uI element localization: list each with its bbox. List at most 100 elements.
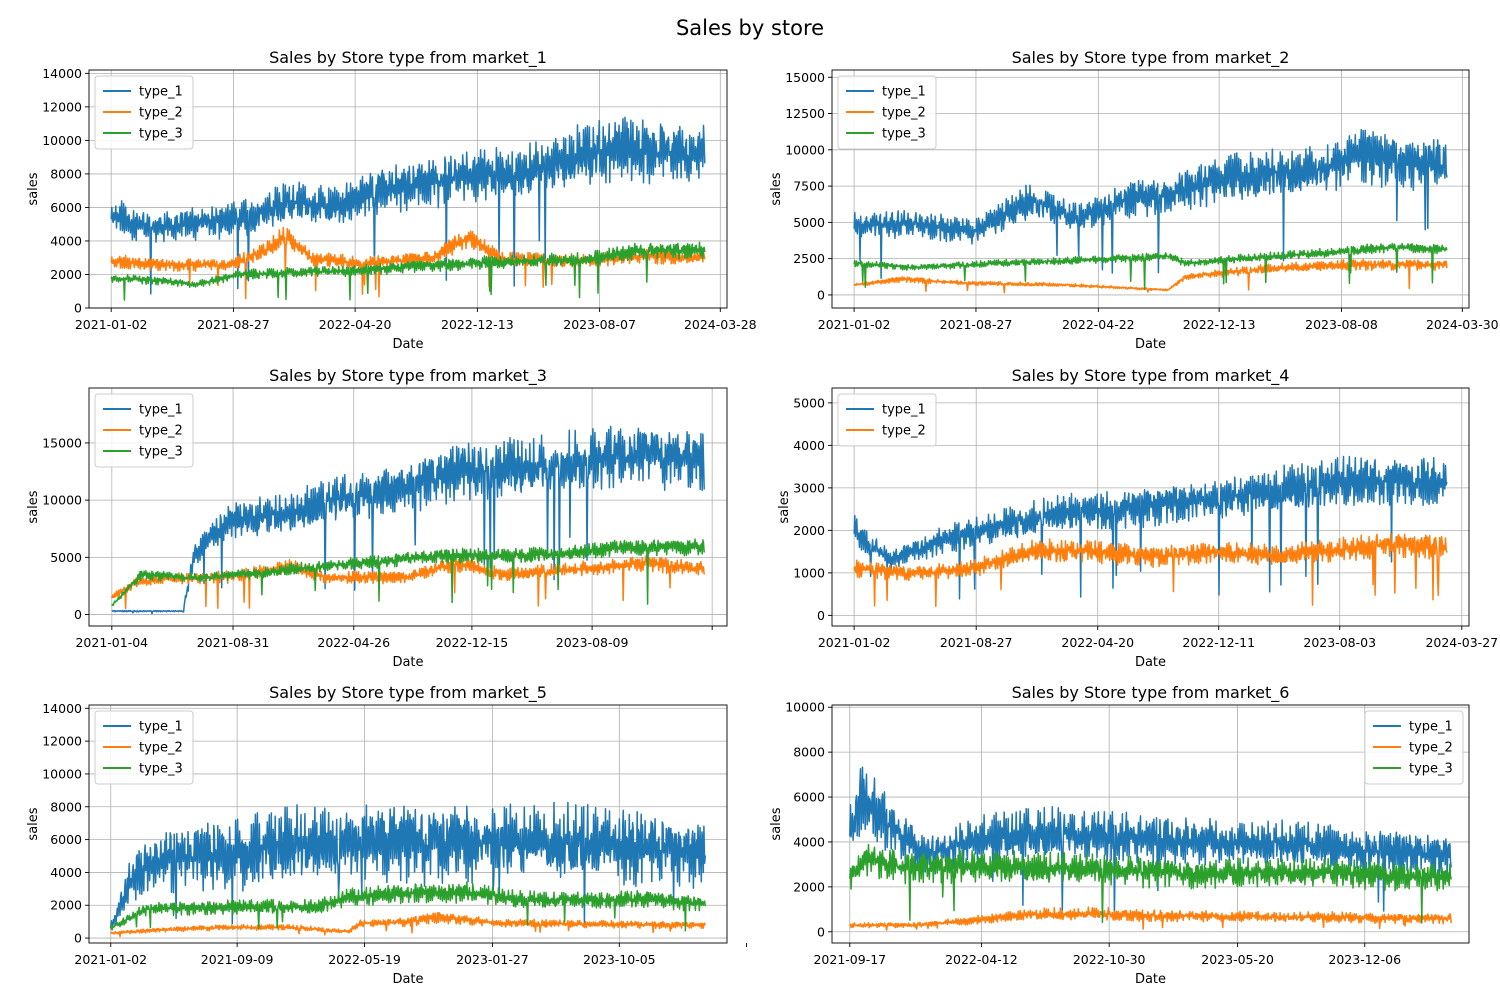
x-axis-label: Date bbox=[1135, 972, 1166, 987]
axes-frame bbox=[831, 704, 1470, 944]
x-tick-label: 2021-08-27 bbox=[940, 317, 1013, 332]
x-tick-label: 2023-08-07 bbox=[563, 317, 636, 332]
chart-6: Sales by Store type from market_6 2021-09… bbox=[769, 683, 1470, 987]
x-tick-label: 2021-08-27 bbox=[197, 317, 270, 332]
x-axis-label: Date bbox=[392, 972, 423, 987]
y-tick-label: 6000 bbox=[50, 832, 82, 847]
legend-label-type_1: type_1 bbox=[139, 85, 183, 100]
x-axis-label: Date bbox=[1135, 655, 1166, 670]
legend-label-type_1: type_1 bbox=[882, 85, 926, 100]
y-axis-label: sales bbox=[26, 490, 41, 523]
legend-label-type_2: type_2 bbox=[139, 424, 183, 439]
legend-label-type_1: type_1 bbox=[139, 403, 183, 418]
y-tick-label: 5000 bbox=[793, 215, 825, 230]
chart-4: Sales by Store type from market_4 2021-01… bbox=[777, 366, 1498, 670]
legend: type_1 type_2 type_3 bbox=[94, 75, 194, 150]
series-line-type_2 bbox=[110, 226, 706, 300]
axes-frame bbox=[88, 704, 728, 944]
y-tick-label: 10000 bbox=[42, 493, 82, 508]
legend-box bbox=[94, 75, 194, 150]
chart-title: Sales by Store type from market_6 bbox=[1012, 683, 1290, 703]
series-line-type_1 bbox=[109, 801, 707, 931]
y-tick-label: 5000 bbox=[50, 550, 82, 565]
x-axis-label: Date bbox=[392, 655, 423, 670]
x-tick-label: 2021-01-02 bbox=[75, 317, 148, 332]
y-tick-label: 0 bbox=[817, 924, 825, 939]
legend-label-type_2: type_2 bbox=[882, 106, 926, 121]
series-line-type_1 bbox=[110, 116, 706, 295]
x-tick-label: 2024-03-27 bbox=[1425, 635, 1498, 650]
legend-label-type_3: type_3 bbox=[1409, 762, 1453, 777]
series-line-type_3 bbox=[110, 241, 706, 301]
x-tick-label: 2023-10-05 bbox=[583, 952, 656, 967]
series-line-type_1 bbox=[853, 455, 1448, 600]
x-tick-label: 2021-01-04 bbox=[75, 635, 148, 650]
chart-2: Sales by Store type from market_2 2021-01… bbox=[769, 48, 1499, 352]
axes-frame bbox=[88, 69, 728, 309]
legend-box bbox=[1364, 710, 1464, 785]
x-tick-label: 2021-01-02 bbox=[818, 635, 891, 650]
x-tick-label: 2023-08-09 bbox=[556, 635, 629, 650]
axes-frame bbox=[831, 387, 1470, 627]
x-axis-label: Date bbox=[392, 337, 423, 352]
series-line-type_2 bbox=[111, 554, 705, 610]
y-tick-label: 0 bbox=[74, 607, 82, 622]
legend: type_1 type_2 type_3 bbox=[837, 75, 937, 150]
y-tick-label: 10000 bbox=[42, 133, 82, 148]
series-line-type_3 bbox=[849, 843, 1452, 924]
grid-lines bbox=[832, 70, 1469, 308]
x-tick-label: 2023-08-08 bbox=[1305, 317, 1378, 332]
x-tick-label: 2024-03-30 bbox=[1426, 317, 1499, 332]
x-tick-label: 2022-04-20 bbox=[319, 317, 392, 332]
legend: type_1 type_2 type_3 bbox=[94, 710, 194, 785]
y-tick-label: 1000 bbox=[793, 565, 825, 580]
chart-3: Sales by Store type from market_3 2021-01… bbox=[26, 366, 728, 670]
x-tick-label: 2021-01-02 bbox=[74, 952, 147, 967]
y-tick-label: 0 bbox=[74, 931, 82, 946]
y-tick-label: 12000 bbox=[42, 99, 82, 114]
y-tick-label: 14000 bbox=[42, 66, 82, 81]
x-tick-label: 2022-12-13 bbox=[441, 317, 514, 332]
y-tick-label: 12500 bbox=[785, 106, 825, 121]
y-tick-label: 6000 bbox=[793, 790, 825, 805]
x-tick-label: 2021-09-09 bbox=[201, 952, 274, 967]
x-tick-label: 2023-08-03 bbox=[1303, 635, 1376, 650]
series-group bbox=[849, 766, 1452, 932]
x-tick-label: 2022-12-11 bbox=[1182, 635, 1255, 650]
series-line-type_2 bbox=[853, 533, 1448, 608]
legend-label-type_2: type_2 bbox=[882, 424, 926, 439]
legend-label-type_1: type_1 bbox=[1409, 720, 1453, 735]
y-tick-label: 2500 bbox=[793, 251, 825, 266]
legend-label-type_3: type_3 bbox=[882, 127, 926, 142]
chart-title: Sales by Store type from market_5 bbox=[269, 683, 547, 703]
x-tick-label: 2022-10-30 bbox=[1073, 952, 1146, 967]
legend-label-type_3: type_3 bbox=[139, 445, 183, 460]
series-group bbox=[111, 425, 705, 615]
x-tick-label: 2022-04-20 bbox=[1061, 635, 1134, 650]
legend-label-type_1: type_1 bbox=[882, 403, 926, 418]
y-tick-label: 4000 bbox=[50, 865, 82, 880]
y-tick-label: 0 bbox=[74, 301, 82, 316]
axes-frame bbox=[831, 69, 1470, 309]
y-axis-label: sales bbox=[26, 807, 41, 840]
x-tick-label: 2022-04-12 bbox=[945, 952, 1018, 967]
series-group bbox=[853, 455, 1448, 608]
legend-label-type_2: type_2 bbox=[139, 741, 183, 756]
y-axis-label: sales bbox=[26, 172, 41, 205]
series-line-type_2 bbox=[110, 912, 707, 938]
legend-box bbox=[94, 393, 194, 468]
chart-5: Sales by Store type from market_5 2021-01… bbox=[26, 683, 747, 987]
chart-title: Sales by Store type from market_2 bbox=[1012, 48, 1290, 68]
series-line-type_1 bbox=[111, 425, 705, 615]
legend-box bbox=[94, 710, 194, 785]
y-tick-label: 6000 bbox=[50, 200, 82, 215]
y-tick-label: 2000 bbox=[793, 523, 825, 538]
series-group bbox=[853, 128, 1448, 294]
series-line-type_2 bbox=[853, 258, 1448, 294]
x-tick-label: 2021-08-31 bbox=[197, 635, 270, 650]
series-line-type_1 bbox=[853, 128, 1448, 280]
chart-1: Sales by Store type from market_1 2021-01… bbox=[26, 48, 757, 352]
x-tick-label: 2023-12-06 bbox=[1328, 952, 1401, 967]
series-group bbox=[110, 116, 706, 301]
